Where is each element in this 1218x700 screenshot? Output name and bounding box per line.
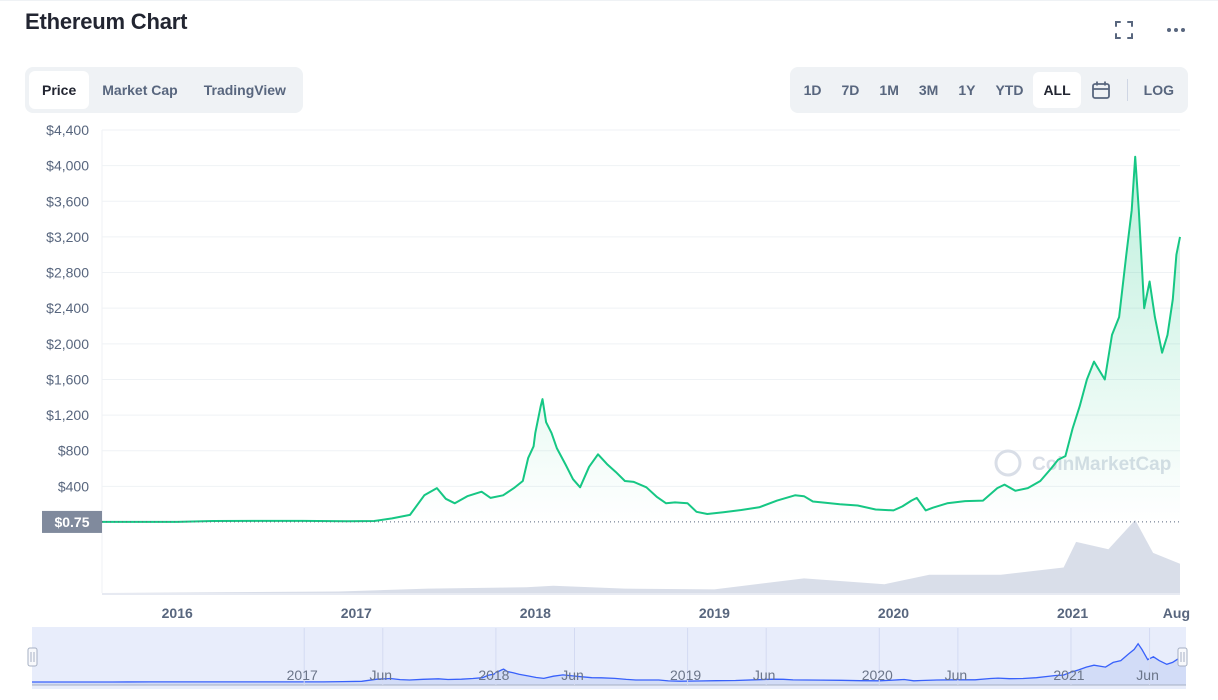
y-tick-label: $2,400 xyxy=(46,300,89,316)
range-divider xyxy=(1126,79,1128,101)
y-tick-label: $4,000 xyxy=(46,158,89,174)
navigator-tick-label: 2021 xyxy=(1053,667,1084,683)
header-actions xyxy=(1112,18,1188,42)
x-tick-label: 2021 xyxy=(1057,605,1088,621)
x-tick-label: Aug xyxy=(1163,605,1190,621)
log-scale-toggle[interactable]: LOG xyxy=(1143,82,1174,98)
navigator-tick-label: Jun xyxy=(370,667,393,683)
range-all[interactable]: ALL xyxy=(1033,72,1081,108)
volume-area xyxy=(102,520,1180,593)
y-tick-label: $2,800 xyxy=(46,265,89,281)
calendar-icon[interactable] xyxy=(1081,72,1121,108)
navigator-tick-label: 2018 xyxy=(478,667,509,683)
x-tick-label: 2018 xyxy=(520,605,551,621)
price-area xyxy=(102,156,1180,522)
tab-price[interactable]: Price xyxy=(29,71,90,109)
time-range-selector: 1D 7D 1M 3M 1Y YTD ALL LOG xyxy=(789,67,1188,113)
more-horizontal-icon[interactable] xyxy=(1164,18,1188,42)
y-tick-label: $4,400 xyxy=(46,122,89,138)
navigator-tick-label: 2017 xyxy=(287,667,318,683)
start-price-label: $0.75 xyxy=(54,514,89,530)
x-tick-label: 2016 xyxy=(162,605,193,621)
range-ytd[interactable]: YTD xyxy=(995,82,1024,98)
navigator-right-handle[interactable] xyxy=(1177,647,1188,667)
navigator-tick-label: Jun xyxy=(753,667,776,683)
top-border xyxy=(0,0,1218,1)
navigator-tick-label: 2020 xyxy=(862,667,893,683)
y-tick-label: $3,200 xyxy=(46,229,89,245)
range-1y[interactable]: 1Y xyxy=(958,82,976,98)
y-tick-label: $1,600 xyxy=(46,371,89,387)
y-tick-label: $800 xyxy=(58,443,89,459)
navigator-tick-label: 2019 xyxy=(670,667,701,683)
navigator-tick-label: Jun xyxy=(945,667,968,683)
range-1d[interactable]: 1D xyxy=(803,82,822,98)
navigator-tick-label: Jun xyxy=(561,667,584,683)
fullscreen-icon[interactable] xyxy=(1112,18,1136,42)
y-tick-label: $400 xyxy=(58,478,89,494)
x-tick-label: 2020 xyxy=(878,605,909,621)
range-1m[interactable]: 1M xyxy=(879,82,899,98)
page-title: Ethereum Chart xyxy=(25,9,188,34)
range-3m[interactable]: 3M xyxy=(918,82,939,98)
navigator-left-handle[interactable] xyxy=(27,647,38,667)
y-tick-label: $2,000 xyxy=(46,336,89,352)
watermark-logo-icon xyxy=(994,449,1022,477)
chart-type-tabs: Price Market Cap TradingView xyxy=(25,67,303,113)
y-tick-label: $1,200 xyxy=(46,407,89,423)
start-price-badge xyxy=(42,510,102,533)
range-7d[interactable]: 7D xyxy=(841,82,860,98)
price-line xyxy=(102,155,1181,523)
navigator-tick-label: Jun xyxy=(1136,667,1159,683)
x-tick-label: 2019 xyxy=(699,605,730,621)
navigator-line xyxy=(32,642,1187,683)
y-tick-label: $3,600 xyxy=(46,193,89,209)
x-tick-label: 2017 xyxy=(341,605,372,621)
tab-tradingview[interactable]: TradingView xyxy=(203,82,286,98)
tab-market-cap[interactable]: Market Cap xyxy=(102,82,178,98)
